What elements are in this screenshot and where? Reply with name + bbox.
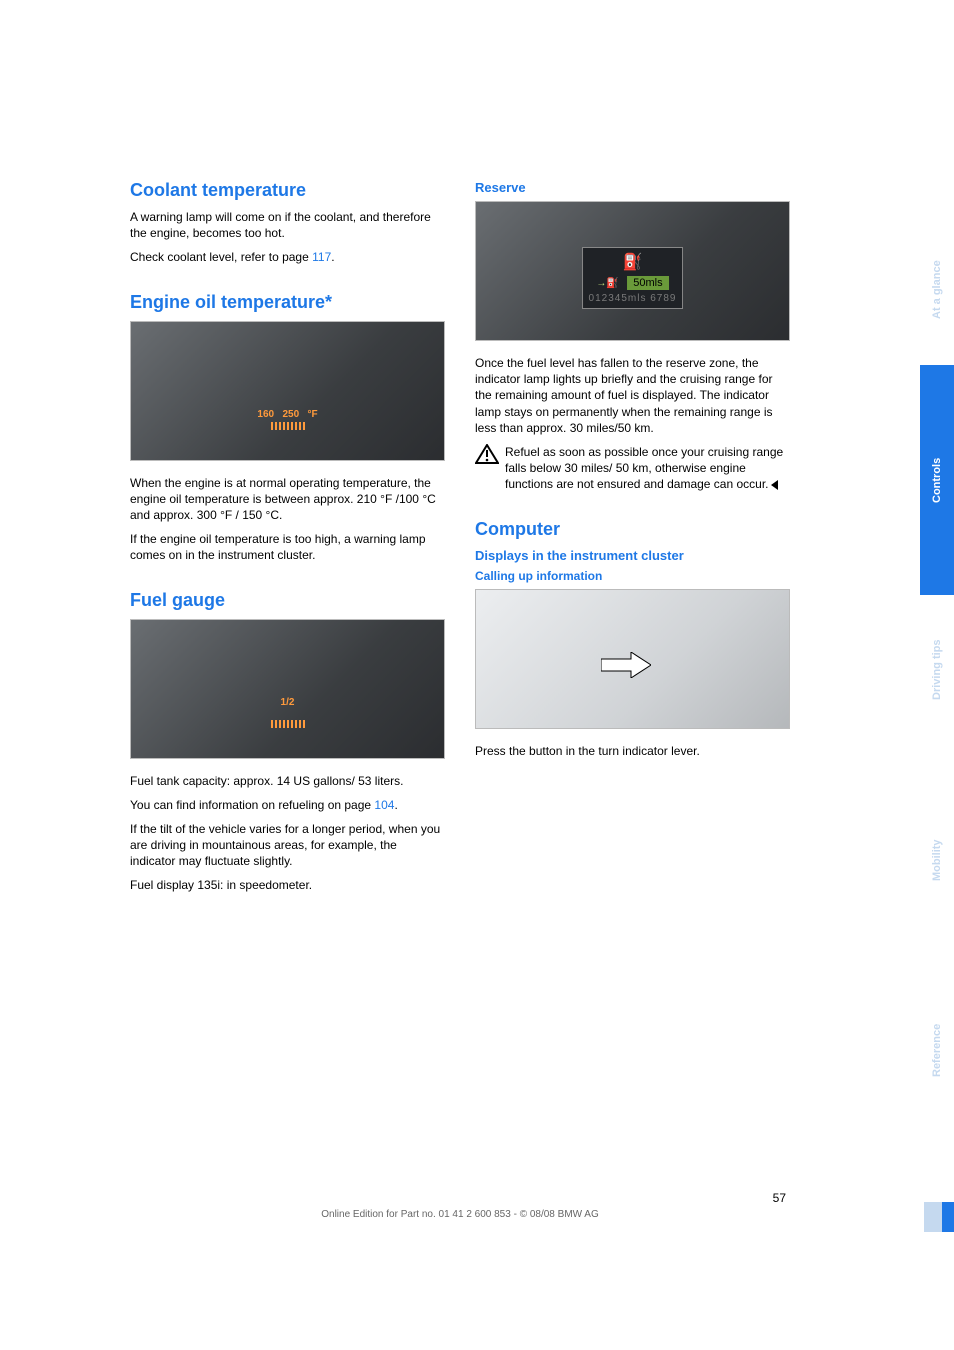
page-footer: 57 Online Edition for Part no. 01 41 2 6… [130,1191,790,1220]
coolant-paragraph-2: Check coolant level, refer to page 117. [130,249,445,265]
oil-paragraph-2: If the engine oil temperature is too hig… [130,531,445,563]
reserve-warning-body: Refuel as soon as possible once your cru… [505,445,783,491]
heading-reserve: Reserve [475,180,790,195]
fuel-pump-icon: ⛽ [589,252,677,272]
coolant-p2-lead: Check coolant level, refer to page [130,250,312,264]
heading-engine-oil-temperature: Engine oil temperature* [130,292,445,313]
oil-gauge-unit: °F [307,409,317,420]
heading-calling-up-info: Calling up information [475,569,790,583]
tab-mobility[interactable]: Mobility [920,785,954,935]
tab-at-a-glance[interactable]: At a glance [920,215,954,365]
side-tab-strip: At a glance Controls Driving tips Mobili… [920,215,954,1125]
reserve-range-value: 50 [633,277,645,289]
end-of-note-icon [771,480,778,490]
fuel-p2-tail: . [394,798,397,812]
coolant-page-link[interactable]: 117 [312,250,331,264]
reserve-panel: ⛽ →⛽ 50mls 012345mls 6789 [582,247,684,309]
reserve-range-badge: 50mls [627,276,668,290]
fuel-p2-lead: You can find information on refueling on… [130,798,374,812]
fuel-paragraph-4: Fuel display 135i: in speedometer. [130,877,445,893]
figure-indicator-lever [475,589,790,729]
fuel-paragraph-2: You can find information on refueling on… [130,797,445,813]
reserve-odometer: 012345mls 6789 [589,293,677,304]
lever-arrow-icon [601,652,651,678]
oil-gauge-scale: 160 250 °F [257,409,317,420]
reserve-range-unit: mls [646,277,663,289]
heading-coolant-temperature: Coolant temperature [130,180,445,201]
fuel-page-link[interactable]: 104 [374,798,394,812]
footer-copyright: Online Edition for Part no. 01 41 2 600 … [130,1209,790,1220]
oil-paragraph-1: When the engine is at normal operating t… [130,475,445,524]
heading-displays-cluster: Displays in the instrument cluster [475,548,790,563]
page-content: Coolant temperature A warning lamp will … [130,180,790,902]
computer-paragraph-1: Press the button in the turn indicator l… [475,743,790,759]
tab-driving-tips[interactable]: Driving tips [920,595,954,745]
right-column: Reserve ⛽ →⛽ 50mls 012345mls 6789 Once t… [475,180,790,902]
page-edge-marker [942,1202,954,1232]
figure-reserve-display: ⛽ →⛽ 50mls 012345mls 6789 [475,201,790,341]
warning-triangle-icon [475,444,499,464]
tab-spacer-1 [920,365,954,405]
heading-computer: Computer [475,519,790,540]
oil-gauge-250: 250 [282,409,299,420]
tab-reference[interactable]: Reference [920,975,954,1125]
oil-gauge-160: 160 [257,409,274,420]
tab-spacer-2 [920,555,954,595]
oil-gauge-ticks [271,422,305,430]
fuel-gauge-ticks [271,720,305,728]
fuel-gauge-half-label: 1/2 [281,697,295,708]
reserve-warning-block: Refuel as soon as possible once your cru… [475,444,790,493]
figure-fuel-gauge: 1/2 [130,619,445,759]
heading-fuel-gauge: Fuel gauge [130,590,445,611]
coolant-p2-tail: . [331,250,334,264]
tab-controls[interactable]: Controls [920,405,954,555]
page-number: 57 [130,1191,790,1205]
figure-oil-temperature-gauge: 160 250 °F [130,321,445,461]
reserve-paragraph-1: Once the fuel level has fallen to the re… [475,355,790,436]
reserve-warning-text: Refuel as soon as possible once your cru… [505,444,790,493]
fuel-paragraph-1: Fuel tank capacity: approx. 14 US gallon… [130,773,445,789]
range-arrow-icon: →⛽ [596,278,618,289]
coolant-paragraph-1: A warning lamp will come on if the coola… [130,209,445,241]
left-column: Coolant temperature A warning lamp will … [130,180,445,902]
fuel-paragraph-3: If the tilt of the vehicle varies for a … [130,821,445,870]
